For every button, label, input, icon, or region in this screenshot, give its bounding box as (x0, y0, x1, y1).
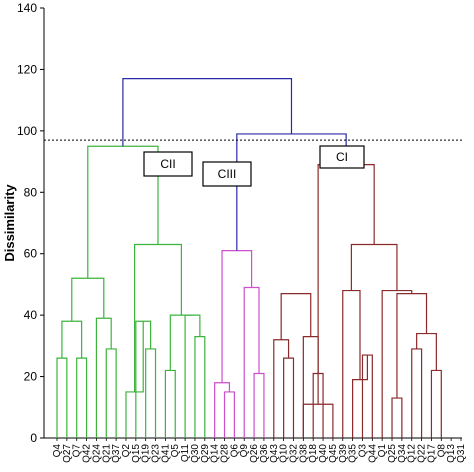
y-tick-label: 80 (24, 185, 38, 199)
leaf-label: Q10 (279, 444, 290, 463)
leaf-label: Q41 (160, 444, 171, 463)
merge-link (411, 348, 423, 438)
merge-link (133, 243, 183, 392)
leaf-label: Q36 (259, 444, 270, 463)
leaf-label: Q7 (72, 444, 83, 458)
cluster-label-box (202, 161, 252, 187)
leaf-label: Q2 (121, 444, 132, 458)
leaf-label: Q19 (141, 444, 152, 463)
merge-link (221, 250, 253, 383)
leaf-label: Q3 (357, 444, 368, 458)
cluster-label-box (143, 151, 193, 177)
y-axis-title: Dissimilarity (2, 184, 17, 262)
leaf-label: Q35 (348, 444, 359, 463)
merge-link (350, 243, 398, 291)
merge-link (391, 397, 403, 438)
merge-link (105, 348, 117, 438)
merge-link (95, 317, 112, 438)
merge-link (194, 336, 206, 438)
y-tick-label: 40 (24, 308, 38, 322)
leaf-label: Q42 (82, 444, 93, 463)
y-tick-label: 20 (24, 370, 38, 384)
leaf-label: Q5 (170, 444, 181, 458)
leaf-label: Q4 (52, 444, 63, 458)
y-tick-label: 120 (17, 62, 37, 76)
merge-link (430, 369, 442, 438)
y-tick-label: 140 (17, 1, 37, 15)
merge-link (184, 314, 201, 438)
merge-link (280, 293, 312, 340)
leaf-label: Q14 (210, 444, 221, 463)
merge-link (342, 289, 361, 438)
leaf-label: Q17 (426, 444, 437, 463)
merge-link (273, 339, 290, 438)
leaf-label: Q27 (62, 444, 73, 463)
leaf-label: Q12 (407, 444, 418, 463)
axes: 0 20 40 60 80 100 120 140 (17, 1, 462, 445)
leaf-label: Q29 (200, 444, 211, 463)
merge-link (76, 357, 88, 438)
leaf-label: Q43 (269, 444, 280, 463)
y-tick-label: 60 (24, 247, 38, 261)
leaf-label: Q30 (190, 444, 201, 463)
leaf-label: Q44 (367, 444, 378, 463)
merge-link (169, 314, 193, 371)
leaf-label: Q6 (229, 444, 240, 458)
y-tick-label: 100 (17, 124, 37, 138)
leaf-label: Q11 (180, 444, 191, 463)
cluster-label: CI (336, 150, 348, 164)
leaf-label: Q8 (436, 444, 447, 458)
leaf-label: Q21 (101, 444, 112, 463)
leaf-label: Q38 (298, 444, 309, 463)
leaf-label: Q1 (377, 444, 388, 458)
leaf-label: Q31 (456, 444, 467, 463)
merge-link (253, 372, 265, 438)
leaf-label: Q22 (417, 444, 428, 463)
merge-link (302, 336, 319, 438)
merge-link (243, 286, 260, 438)
merge-link (302, 403, 334, 438)
leaf-label: Q26 (249, 444, 260, 463)
leaf-label: Q40 (318, 444, 329, 463)
leaf-label: Q13 (446, 444, 457, 463)
leaf-label: Q23 (151, 444, 162, 463)
merge-link (283, 357, 295, 438)
leaf-labels: Q4Q27Q7Q42Q24Q21Q37Q2Q15Q19Q23Q41Q5Q11Q3… (52, 438, 467, 463)
leaf-label: Q18 (308, 444, 319, 463)
leaf-label: Q24 (91, 444, 102, 463)
merge-link (145, 348, 157, 438)
cluster-label-box (319, 145, 365, 169)
merge-link (164, 369, 176, 438)
merge-link (317, 164, 375, 405)
dendrogram-tree (56, 78, 442, 438)
merge-link (416, 332, 437, 371)
leaf-label: Q15 (131, 444, 142, 463)
y-tick-label: 0 (30, 431, 37, 445)
leaf-label: Q25 (387, 444, 398, 463)
merge-link (122, 78, 293, 147)
leaf-label: Q37 (111, 444, 122, 463)
merge-link (56, 357, 68, 438)
leaf-label: Q28 (220, 444, 231, 463)
cluster-label: CII (160, 157, 175, 171)
cluster-annotations: CII CIII CI (143, 145, 365, 187)
leaf-label: Q45 (328, 444, 339, 463)
cluster-label: CIII (218, 167, 237, 181)
merge-link (223, 391, 235, 438)
merge-link (61, 320, 83, 359)
leaf-label: Q9 (239, 444, 250, 458)
leaf-label: Q39 (338, 444, 349, 463)
leaf-label: Q32 (288, 444, 299, 463)
merge-link (71, 277, 105, 322)
leaf-label: Q34 (397, 444, 408, 463)
merge-link (214, 382, 231, 438)
